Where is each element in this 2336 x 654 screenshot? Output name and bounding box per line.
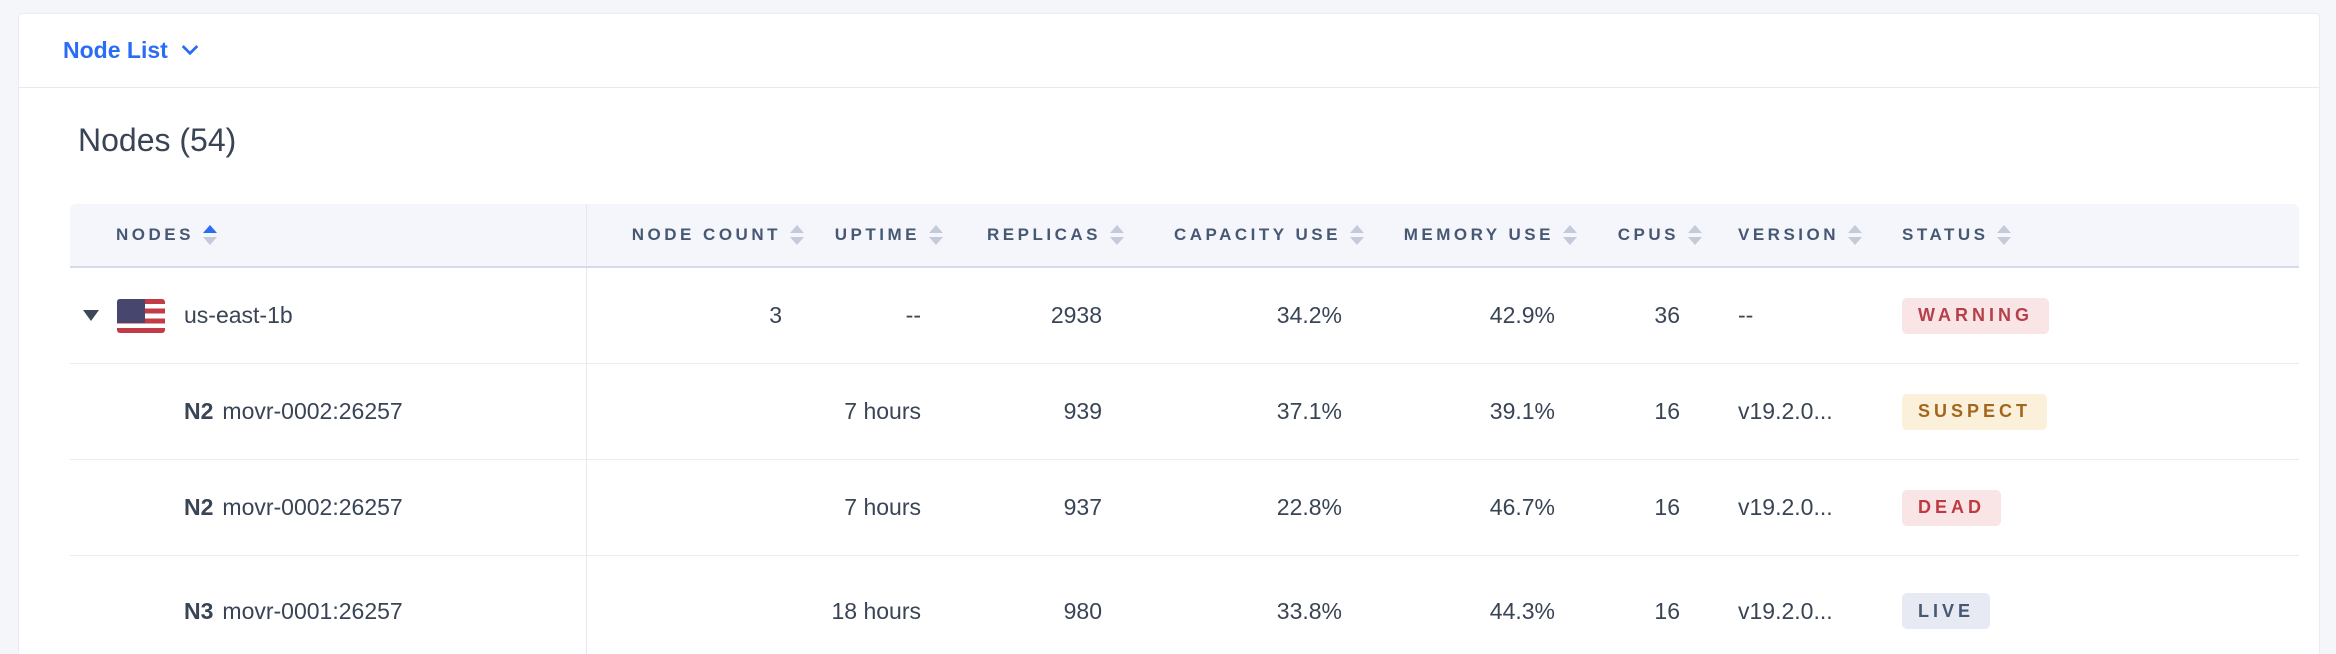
column-header-label: CPUS	[1617, 225, 1679, 244]
chevron-down-icon	[181, 38, 199, 56]
column-header-label: VERSION	[1738, 225, 1840, 244]
table-row-node[interactable]: N2 movr-0002:26257 7 hours 937 22.8% 46.…	[70, 460, 2299, 556]
version-cell: v19.2.0...	[1738, 398, 1833, 424]
column-header-label: UPTIME	[834, 225, 920, 244]
table-row-node[interactable]: N2 movr-0002:26257 7 hours 939 37.1% 39.…	[70, 364, 2299, 460]
sort-icon[interactable]	[1563, 225, 1577, 245]
cpus-cell: 16	[1654, 494, 1680, 520]
status-cell: SUSPECT	[1866, 364, 2299, 459]
status-cell: DEAD	[1866, 460, 2299, 555]
node-address: movr-0001:26257	[222, 597, 403, 624]
node-id: N3	[184, 597, 214, 624]
column-header-nodes[interactable]: NODES	[70, 204, 586, 266]
status-badge: SUSPECT	[1902, 393, 2048, 430]
node-id: N2	[184, 398, 214, 424]
sort-icon[interactable]	[929, 225, 943, 245]
nodes-table: NODES NODE COUNT UPTIME REPLICAS CAPACIT…	[70, 204, 2299, 654]
node-cell: N2 movr-0002:26257	[70, 460, 586, 555]
replicas-cell: 980	[1063, 597, 1102, 624]
node-count-cell	[586, 556, 804, 654]
column-header-label: NODES	[116, 225, 194, 244]
memory-use-cell: 42.9%	[1489, 302, 1555, 328]
uptime-cell: 7 hours	[844, 398, 921, 424]
sort-icon[interactable]	[790, 225, 804, 245]
region-name: us-east-1b	[184, 302, 293, 328]
replicas-cell: 937	[1063, 494, 1102, 520]
cpus-cell: 36	[1654, 302, 1680, 328]
column-header-status[interactable]: STATUS	[1866, 204, 2299, 266]
column-header-capacity-use[interactable]: CAPACITY USE	[1124, 204, 1364, 266]
table-row-node[interactable]: N3 movr-0001:26257 18 hours 980 33.8% 44…	[70, 556, 2299, 654]
column-header-version[interactable]: VERSION	[1702, 204, 1866, 266]
column-header-label: STATUS	[1902, 225, 1989, 244]
column-header-uptime[interactable]: UPTIME	[804, 204, 943, 266]
sort-icon[interactable]	[1688, 225, 1702, 245]
node-id: N2	[184, 494, 214, 520]
column-header-label: NODE COUNT	[631, 225, 781, 244]
version-cell: v19.2.0...	[1738, 494, 1833, 520]
sort-icon[interactable]	[1350, 225, 1364, 245]
cpus-cell: 16	[1654, 398, 1680, 424]
uptime-cell: --	[905, 302, 921, 328]
version-cell: --	[1738, 302, 1754, 328]
capacity-use-cell: 37.1%	[1276, 398, 1342, 424]
uptime-cell: 7 hours	[844, 494, 921, 520]
cpus-cell: 16	[1654, 597, 1680, 624]
status-cell: WARNING	[1866, 268, 2299, 363]
column-header-node-count[interactable]: NODE COUNT	[586, 204, 804, 266]
memory-use-cell: 46.7%	[1489, 494, 1555, 520]
uptime-cell: 18 hours	[831, 597, 921, 624]
status-cell: LIVE	[1866, 556, 2299, 654]
node-count-cell	[586, 460, 804, 555]
sort-icon[interactable]	[1848, 225, 1863, 245]
node-list-dropdown-label: Node List	[63, 37, 168, 63]
page-title: Nodes (54)	[78, 122, 237, 158]
table-row-region[interactable]: us-east-1b 3 -- 2938 34.2% 42.9% 36 -- W…	[70, 268, 2299, 364]
node-cell: N2 movr-0002:26257	[70, 364, 586, 459]
column-header-cpus[interactable]: CPUS	[1577, 204, 1702, 266]
capacity-use-cell: 33.8%	[1276, 597, 1342, 624]
status-badge: DEAD	[1902, 489, 2002, 526]
node-count-cell	[586, 364, 804, 459]
column-header-label: MEMORY USE	[1403, 225, 1554, 244]
column-header-label: CAPACITY USE	[1173, 225, 1341, 244]
node-address: movr-0002:26257	[222, 494, 403, 520]
node-list-dropdown[interactable]: Node List	[63, 37, 199, 64]
memory-use-cell: 39.1%	[1489, 398, 1555, 424]
memory-use-cell: 44.3%	[1489, 597, 1555, 624]
top-navbar: Node List	[19, 14, 2319, 88]
expand-caret-icon[interactable]	[83, 310, 99, 321]
status-badge: LIVE	[1902, 593, 1991, 629]
sort-icon[interactable]	[1110, 225, 1124, 245]
status-badge: WARNING	[1902, 297, 2049, 334]
replicas-cell: 2938	[1050, 302, 1102, 328]
region-cell: us-east-1b	[70, 268, 586, 363]
column-header-memory-use[interactable]: MEMORY USE	[1364, 204, 1577, 266]
table-header-row: NODES NODE COUNT UPTIME REPLICAS CAPACIT…	[70, 204, 2299, 268]
sort-icon[interactable]	[202, 225, 217, 245]
sort-icon[interactable]	[1997, 225, 2012, 245]
capacity-use-cell: 34.2%	[1276, 302, 1342, 328]
us-flag-icon	[117, 298, 165, 333]
column-header-label: REPLICAS	[987, 225, 1101, 244]
node-cell: N3 movr-0001:26257	[70, 556, 586, 654]
node-address: movr-0002:26257	[222, 398, 403, 424]
version-cell: v19.2.0...	[1738, 597, 1833, 624]
node-list-card: Node List Nodes (54) NODES NODE COUNT UP…	[18, 13, 2320, 654]
node-count-cell: 3	[586, 268, 804, 363]
capacity-use-cell: 22.8%	[1276, 494, 1342, 520]
column-header-replicas[interactable]: REPLICAS	[943, 204, 1124, 266]
replicas-cell: 939	[1063, 398, 1102, 424]
